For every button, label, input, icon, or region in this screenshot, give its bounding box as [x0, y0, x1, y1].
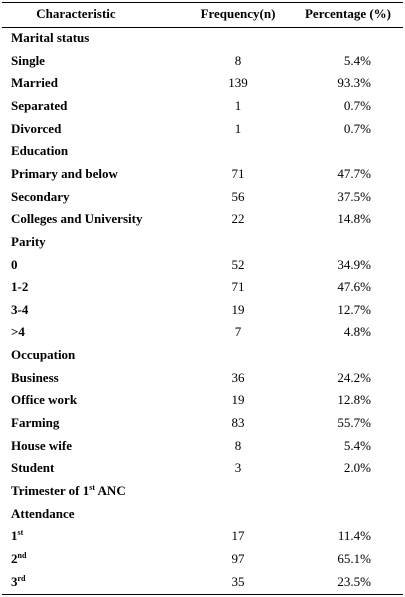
- frequency: 36: [231, 369, 245, 385]
- row-label: 1-2: [11, 279, 29, 295]
- percentage: 47.6%: [337, 279, 371, 295]
- title-text: ANC: [97, 483, 126, 498]
- label-text: 1: [11, 528, 18, 544]
- frequency: 71: [231, 279, 245, 295]
- title-text: Trimester of 1: [11, 483, 90, 498]
- frequency: 7: [234, 324, 242, 340]
- frequency: 97: [231, 550, 245, 566]
- row-label: Married: [11, 75, 58, 91]
- percentage: 0.7%: [343, 120, 371, 136]
- percentage: 23.5%: [337, 573, 371, 589]
- percentage: 12.8%: [337, 392, 371, 408]
- row-label: >4: [11, 324, 25, 340]
- percentage: 12.7%: [337, 301, 371, 317]
- top-rule: [2, 2, 403, 3]
- frequency: 19: [231, 301, 245, 317]
- row-label: 3rd: [11, 574, 26, 590]
- frequency: 17: [231, 528, 245, 544]
- frequency: 3: [234, 460, 242, 476]
- frequency: 22: [231, 211, 245, 227]
- row-label: Colleges and University: [11, 211, 143, 227]
- frequency: 1: [234, 97, 242, 113]
- row-label: Primary and below: [11, 165, 118, 181]
- percentage: 2.0%: [343, 460, 371, 476]
- row-label: Office work: [11, 392, 78, 408]
- frequency: 8: [234, 437, 242, 453]
- row-label: Farming: [11, 415, 60, 431]
- row-label: 2nd: [11, 551, 26, 567]
- percentage: 5.4%: [343, 52, 371, 68]
- frequency: 71: [231, 165, 245, 181]
- frequency: 19: [231, 392, 245, 408]
- percentage: 14.8%: [337, 211, 371, 227]
- percentage: 55.7%: [337, 415, 371, 431]
- section-title: Education: [11, 143, 69, 159]
- frequency: 1: [234, 120, 242, 136]
- frequency: 139: [228, 75, 248, 91]
- row-label: 3-4: [11, 301, 29, 317]
- row-label: Secondary: [11, 188, 70, 204]
- row-label: 1st: [11, 528, 23, 544]
- section-title: Attendance: [11, 505, 75, 521]
- header-cell: Frequency(n): [200, 6, 276, 21]
- header-rule: [2, 27, 403, 28]
- section-title: Trimester of 1st ANC: [11, 483, 126, 499]
- percentage: 65.1%: [337, 550, 371, 566]
- frequency: 83: [231, 415, 245, 431]
- section-title: Marital status: [11, 30, 90, 45]
- label-sup: st: [17, 528, 24, 538]
- percentage: 5.4%: [343, 437, 371, 453]
- bottom-rule: [2, 594, 403, 595]
- row-label: Single: [11, 52, 45, 68]
- frequency: 8: [234, 52, 242, 68]
- row-label: 0: [11, 256, 18, 272]
- percentage: 4.8%: [343, 324, 371, 340]
- percentage: 34.9%: [337, 256, 371, 272]
- frequency: 52: [231, 256, 245, 272]
- row-label: House wife: [11, 437, 73, 453]
- label-sup: rd: [17, 573, 26, 583]
- percentage: 37.5%: [337, 188, 371, 204]
- row-label: Student: [11, 460, 55, 476]
- row-label: Separated: [11, 97, 68, 113]
- header-cell: Percentage (%): [304, 6, 392, 21]
- section-title: Occupation: [11, 347, 76, 363]
- percentage: 11.4%: [337, 528, 371, 544]
- percentage: 0.7%: [343, 97, 371, 113]
- section-title: Parity: [11, 233, 46, 249]
- percentage: 47.7%: [337, 165, 371, 181]
- title-sup: st: [89, 483, 95, 492]
- label-text: 3: [11, 573, 18, 589]
- percentage: 93.3%: [337, 75, 371, 91]
- row-label: Divorced: [11, 120, 62, 136]
- percentage: 24.2%: [337, 369, 371, 385]
- header-cell: Characteristic: [36, 6, 116, 21]
- label-sup: nd: [17, 550, 27, 560]
- frequency: 35: [231, 573, 245, 589]
- row-label: Business: [11, 369, 59, 385]
- frequency: 56: [231, 188, 245, 204]
- label-text: 2: [11, 550, 18, 566]
